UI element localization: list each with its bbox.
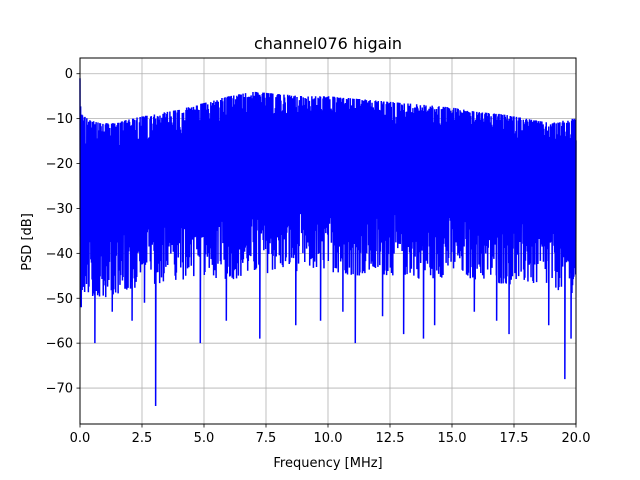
x-tick-label: 0.0 — [70, 431, 91, 446]
x-tick-label: 17.5 — [500, 431, 529, 446]
psd-series-line — [79, 78, 577, 407]
y-tick-label: −60 — [46, 337, 73, 352]
x-axis-label: Frequency [MHz] — [273, 456, 382, 471]
y-tick-label: −50 — [46, 292, 73, 307]
chart-title: channel076 higain — [254, 34, 402, 53]
x-tick-label: 15.0 — [438, 431, 467, 446]
y-axis-label: PSD [dB] — [20, 213, 35, 271]
x-tick-label: 5.0 — [194, 431, 215, 446]
x-tick-label: 2.5 — [132, 431, 153, 446]
x-tick-label: 12.5 — [376, 431, 405, 446]
x-tick-label: 7.5 — [256, 431, 277, 446]
y-tick-label: −20 — [46, 157, 73, 172]
y-tick-label: −10 — [46, 112, 73, 127]
y-tick-label: 0 — [65, 67, 73, 82]
y-tick-label: −30 — [46, 202, 73, 217]
x-tick-label: 10.0 — [314, 431, 343, 446]
y-tick-label: −70 — [46, 382, 73, 397]
plot-area — [79, 78, 577, 407]
y-tick-label: −40 — [46, 247, 73, 262]
axis-ticks: 0.0 2.5 5.0 7.5 10.0 12.5 15.0 17.5 20.0 0 −10 −20 −… — [46, 67, 591, 446]
x-tick-label: 20.0 — [562, 431, 591, 446]
